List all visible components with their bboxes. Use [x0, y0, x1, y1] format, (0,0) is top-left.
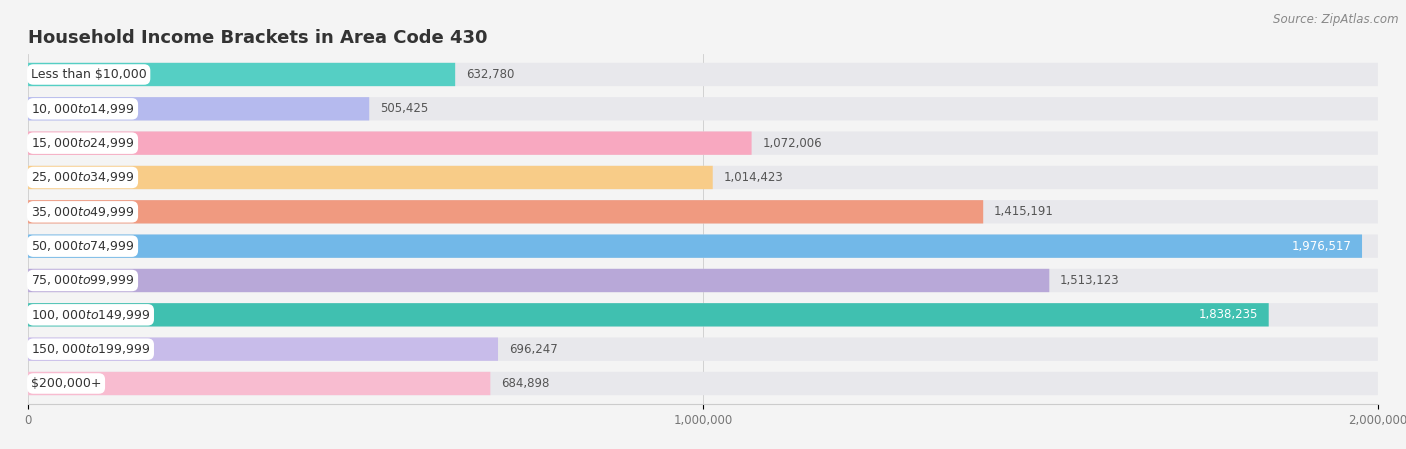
FancyBboxPatch shape	[28, 338, 498, 361]
Text: 1,513,123: 1,513,123	[1060, 274, 1119, 287]
FancyBboxPatch shape	[28, 269, 1049, 292]
FancyBboxPatch shape	[28, 132, 1378, 155]
FancyBboxPatch shape	[28, 269, 1378, 292]
Text: 684,898: 684,898	[501, 377, 550, 390]
Text: $15,000 to $24,999: $15,000 to $24,999	[31, 136, 135, 150]
Text: $35,000 to $49,999: $35,000 to $49,999	[31, 205, 135, 219]
FancyBboxPatch shape	[28, 338, 1378, 361]
Text: $150,000 to $199,999: $150,000 to $199,999	[31, 342, 150, 356]
FancyBboxPatch shape	[28, 132, 752, 155]
Text: 1,415,191: 1,415,191	[994, 205, 1054, 218]
Text: $25,000 to $34,999: $25,000 to $34,999	[31, 171, 135, 185]
Text: 1,976,517: 1,976,517	[1291, 240, 1351, 253]
Text: $10,000 to $14,999: $10,000 to $14,999	[31, 102, 135, 116]
Text: $50,000 to $74,999: $50,000 to $74,999	[31, 239, 135, 253]
Text: Less than $10,000: Less than $10,000	[31, 68, 146, 81]
FancyBboxPatch shape	[28, 303, 1378, 326]
FancyBboxPatch shape	[28, 303, 1268, 326]
FancyBboxPatch shape	[28, 166, 713, 189]
FancyBboxPatch shape	[28, 166, 1378, 189]
Text: 505,425: 505,425	[380, 102, 429, 115]
Text: 1,072,006: 1,072,006	[762, 136, 823, 150]
Text: $100,000 to $149,999: $100,000 to $149,999	[31, 308, 150, 322]
Text: 1,838,235: 1,838,235	[1198, 308, 1258, 321]
Text: 1,014,423: 1,014,423	[724, 171, 783, 184]
Text: 696,247: 696,247	[509, 343, 558, 356]
Text: Source: ZipAtlas.com: Source: ZipAtlas.com	[1274, 13, 1399, 26]
FancyBboxPatch shape	[28, 63, 456, 86]
FancyBboxPatch shape	[28, 97, 370, 120]
FancyBboxPatch shape	[28, 200, 983, 224]
FancyBboxPatch shape	[28, 234, 1362, 258]
FancyBboxPatch shape	[28, 372, 491, 395]
Text: $75,000 to $99,999: $75,000 to $99,999	[31, 273, 135, 287]
FancyBboxPatch shape	[28, 200, 1378, 224]
FancyBboxPatch shape	[28, 63, 1378, 86]
Text: $200,000+: $200,000+	[31, 377, 101, 390]
Text: 632,780: 632,780	[465, 68, 515, 81]
Text: Household Income Brackets in Area Code 430: Household Income Brackets in Area Code 4…	[28, 29, 488, 47]
FancyBboxPatch shape	[28, 234, 1378, 258]
FancyBboxPatch shape	[28, 97, 1378, 120]
FancyBboxPatch shape	[28, 372, 1378, 395]
